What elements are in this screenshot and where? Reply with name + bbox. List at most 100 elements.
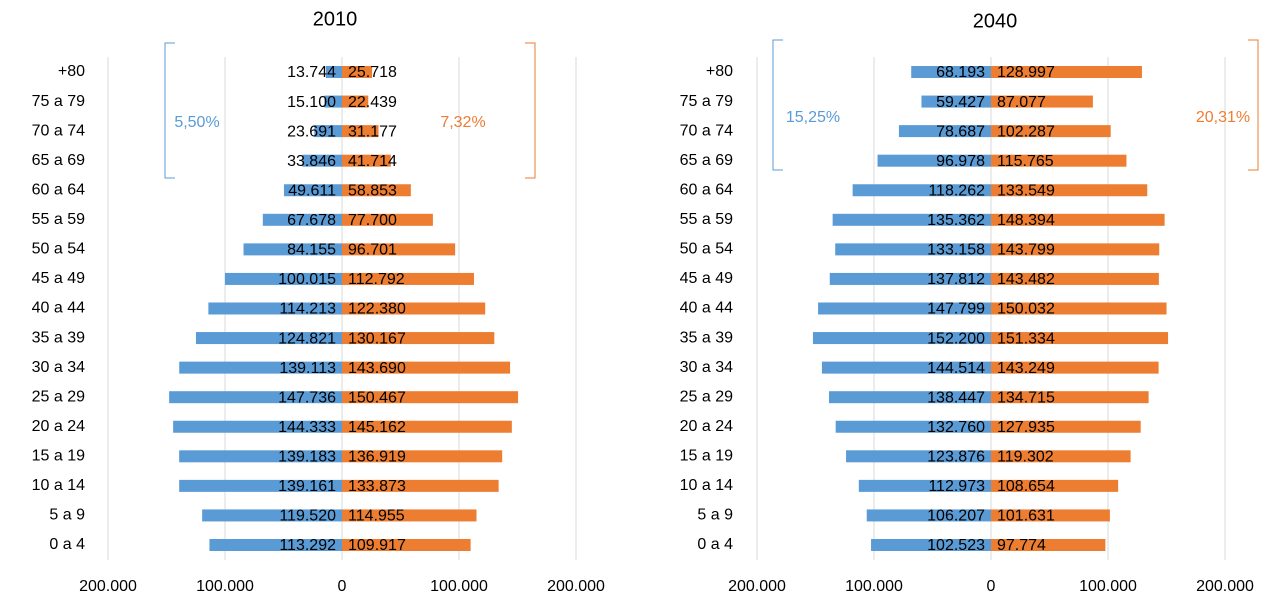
bar bbox=[324, 95, 342, 108]
x-tick-label: 0 bbox=[338, 578, 347, 595]
data-label: 31.177 bbox=[348, 123, 397, 140]
category-label: 25 a 29 bbox=[32, 388, 85, 405]
bar bbox=[179, 450, 342, 463]
bar bbox=[342, 479, 499, 492]
bar bbox=[991, 213, 1165, 226]
data-label: 133.158 bbox=[927, 242, 985, 259]
x-tick-label: 100.000 bbox=[1079, 578, 1137, 595]
bar bbox=[991, 361, 1159, 374]
category-label: 50 a 54 bbox=[680, 241, 733, 258]
data-label: 96.978 bbox=[936, 153, 985, 170]
bar bbox=[202, 509, 342, 522]
bar bbox=[195, 332, 342, 345]
data-label: 138.447 bbox=[927, 389, 985, 406]
annotation: 20,31% bbox=[1196, 109, 1250, 126]
data-label: 127.935 bbox=[997, 419, 1055, 436]
x-tick-label: 100.000 bbox=[196, 578, 254, 595]
bracket bbox=[772, 39, 783, 171]
annotation: 5,50% bbox=[174, 114, 219, 131]
bar bbox=[314, 125, 342, 138]
data-label: 23.691 bbox=[287, 123, 336, 140]
bar bbox=[342, 539, 471, 551]
bar bbox=[835, 420, 991, 433]
data-label: 41.714 bbox=[348, 153, 397, 170]
category-label: 70 a 74 bbox=[680, 122, 733, 139]
category-label: 25 a 29 bbox=[680, 388, 733, 405]
bar bbox=[991, 272, 1159, 285]
data-label: 139.183 bbox=[278, 449, 336, 466]
category-label: 15 a 19 bbox=[680, 448, 733, 465]
data-label: 114.213 bbox=[279, 301, 336, 318]
data-label: 22.439 bbox=[348, 94, 397, 111]
bar bbox=[991, 184, 1148, 197]
data-label: 113.292 bbox=[279, 537, 336, 554]
category-label: 55 a 59 bbox=[680, 211, 733, 228]
data-label: 108.654 bbox=[997, 478, 1055, 495]
bracket bbox=[164, 42, 175, 179]
bar bbox=[991, 450, 1131, 463]
category-label: 0 a 4 bbox=[49, 536, 85, 553]
category-label: 60 a 64 bbox=[680, 181, 733, 198]
category-label: 45 a 49 bbox=[680, 270, 733, 287]
bar bbox=[342, 420, 512, 433]
data-label: 77.700 bbox=[348, 212, 397, 229]
bar bbox=[818, 302, 991, 315]
bar bbox=[852, 184, 991, 197]
category-label: 50 a 54 bbox=[32, 241, 85, 258]
bar bbox=[991, 125, 1111, 138]
bar bbox=[866, 509, 991, 522]
category-label: 5 a 9 bbox=[49, 507, 85, 524]
data-label: 147.799 bbox=[927, 301, 985, 318]
chart-title: 2040 bbox=[973, 10, 1018, 32]
data-label: 148.394 bbox=[997, 212, 1055, 229]
data-label: 106.207 bbox=[927, 508, 985, 525]
data-label: 139.113 bbox=[279, 360, 336, 377]
x-tick-label: 200.000 bbox=[547, 578, 605, 595]
category-label: 20 a 24 bbox=[680, 418, 733, 435]
bar bbox=[302, 154, 342, 167]
bar bbox=[846, 450, 991, 463]
bar bbox=[208, 302, 342, 315]
bar bbox=[224, 272, 342, 285]
data-label: 84.155 bbox=[287, 242, 336, 259]
data-label: 133.549 bbox=[997, 182, 1055, 199]
bar bbox=[342, 184, 411, 197]
data-label: 136.919 bbox=[348, 449, 406, 466]
data-label: 134.715 bbox=[997, 389, 1055, 406]
category-label: 15 a 19 bbox=[32, 448, 85, 465]
bar bbox=[179, 361, 342, 374]
category-label: 75 a 79 bbox=[680, 93, 733, 110]
data-label: 135.362 bbox=[927, 212, 985, 229]
bar bbox=[243, 243, 342, 256]
bar bbox=[991, 95, 1093, 108]
data-label: 137.812 bbox=[927, 271, 985, 288]
category-label: 55 a 59 bbox=[32, 211, 85, 228]
data-label: 109.917 bbox=[348, 537, 406, 554]
bar bbox=[342, 243, 456, 256]
data-label: 102.523 bbox=[927, 537, 985, 554]
chart-title: 2010 bbox=[313, 8, 358, 30]
bar bbox=[858, 479, 991, 492]
data-label: 147.736 bbox=[278, 389, 336, 406]
category-label: 5 a 9 bbox=[697, 507, 733, 524]
data-label: 115.765 bbox=[997, 153, 1054, 170]
data-label: 144.514 bbox=[927, 360, 985, 377]
annotation: 15,25% bbox=[786, 109, 840, 126]
bar bbox=[179, 479, 342, 492]
data-label: 102.287 bbox=[997, 123, 1055, 140]
bracket bbox=[1248, 39, 1259, 171]
data-label: 128.997 bbox=[997, 64, 1055, 81]
bar bbox=[325, 66, 342, 78]
data-label: 123.876 bbox=[927, 449, 985, 466]
data-label: 101.631 bbox=[997, 508, 1055, 525]
bar bbox=[991, 332, 1169, 345]
category-label: 40 a 44 bbox=[680, 300, 733, 317]
bar bbox=[812, 332, 991, 345]
data-label: 132.760 bbox=[927, 419, 985, 436]
data-label: 150.032 bbox=[997, 301, 1055, 318]
bar bbox=[169, 391, 342, 404]
bar bbox=[342, 154, 391, 167]
data-label: 114.955 bbox=[348, 508, 405, 525]
bar bbox=[898, 125, 991, 138]
annotation: 7,32% bbox=[440, 114, 485, 131]
